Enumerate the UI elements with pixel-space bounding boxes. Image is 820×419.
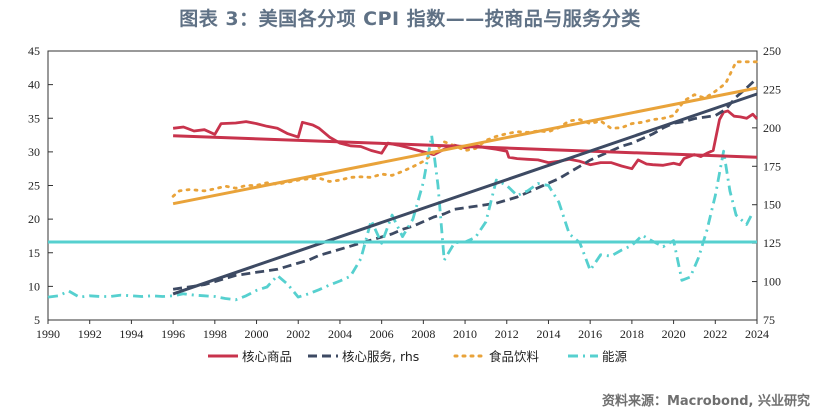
right-tick-label: 125: [763, 236, 781, 250]
x-tick-label: 2012: [495, 327, 519, 341]
right-axis: 75 100 125 150 175 200 225 250: [752, 44, 781, 327]
left-tick-label: 15: [28, 246, 40, 260]
source-note: 资料来源：Macrobond, 兴业研究: [601, 394, 810, 409]
series-line: [47, 134, 755, 302]
x-tick-label: 2010: [453, 327, 477, 341]
x-tick-label: 2000: [245, 327, 269, 341]
x-tick-label: 2006: [370, 327, 394, 341]
x-tick-label: 1996: [161, 327, 185, 341]
series-group: [47, 60, 759, 302]
x-tick-label: 2020: [662, 327, 686, 341]
series-line: [172, 92, 758, 296]
left-tick-label: 30: [28, 145, 40, 159]
x-tick-label: 2004: [328, 327, 352, 341]
plot-frame: [47, 50, 758, 321]
x-tick-label: 2018: [620, 327, 644, 341]
series-line: [171, 60, 759, 198]
x-tick-label: 2022: [703, 327, 727, 341]
x-tick-label: 1992: [78, 327, 102, 341]
right-tick-label: 150: [763, 198, 781, 212]
x-axis: 1990 1992 1994 1996 1998 2000 2002 2004 2006 2008…: [36, 320, 769, 341]
series-line: [172, 86, 758, 206]
left-tick-label: 5: [34, 313, 40, 327]
right-tick-label: 175: [763, 159, 781, 173]
x-tick-label: 2008: [411, 327, 435, 341]
left-tick-label: 25: [28, 179, 40, 193]
right-tick-label: 250: [763, 44, 781, 58]
right-tick-label: 200: [763, 121, 781, 135]
right-tick-label: 75: [763, 313, 775, 327]
plot-border: [47, 50, 758, 321]
chart-title: 图表 3：美国各分项 CPI 指数——按商品与服务分类: [179, 8, 641, 30]
right-tick-label: 100: [763, 275, 781, 289]
x-tick-label: 2002: [286, 327, 310, 341]
legend-label: 核心商品: [242, 349, 292, 364]
x-tick-label: 1994: [119, 327, 143, 341]
left-tick-label: 45: [28, 44, 40, 58]
x-tick-label: 2016: [578, 327, 602, 341]
legend: 核心商品 核心服务, rhs 食品饮料 能源: [208, 349, 628, 364]
left-tick-label: 10: [28, 279, 40, 293]
left-axis: 5 10 15 20 25 30 35 40 45: [28, 44, 53, 327]
right-tick-label: 225: [763, 82, 781, 96]
legend-label: 食品饮料: [489, 349, 540, 364]
left-tick-label: 35: [28, 111, 40, 125]
x-tick-label: 1990: [36, 327, 60, 341]
legend-label: 能源: [602, 349, 628, 364]
series-line: [172, 79, 756, 291]
left-tick-label: 40: [28, 78, 40, 92]
left-tick-label: 20: [28, 212, 40, 226]
x-tick-label: 2024: [745, 327, 769, 341]
x-tick-label: 2014: [536, 327, 560, 341]
legend-label: 核心服务, rhs: [342, 349, 419, 364]
x-tick-label: 1998: [203, 327, 227, 341]
